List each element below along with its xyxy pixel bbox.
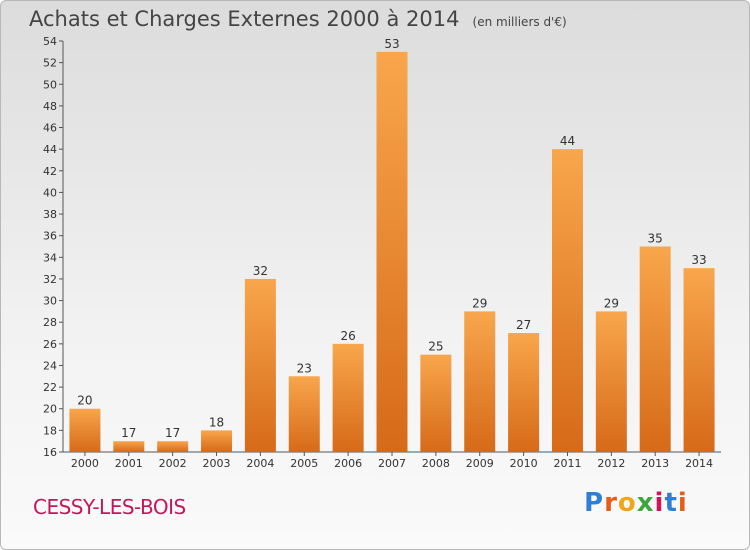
bar <box>376 51 408 452</box>
x-tick-label: 2012 <box>597 457 625 470</box>
bar <box>595 311 627 452</box>
chart-title: Achats et Charges Externes 2000 à 2014 <box>29 7 460 31</box>
y-tick-label: 50 <box>43 78 57 91</box>
x-tick-label: 2001 <box>115 457 143 470</box>
y-tick-label: 54 <box>43 35 57 48</box>
bar <box>201 430 233 452</box>
data-label: 18 <box>209 415 224 429</box>
data-label: 23 <box>297 361 312 375</box>
y-tick-label: 40 <box>43 186 57 199</box>
place-name: CESSY-LES-BOIS <box>33 495 186 519</box>
y-tick-label: 42 <box>43 165 57 178</box>
x-tick-label: 2009 <box>466 457 494 470</box>
y-tick-label: 22 <box>43 381 57 394</box>
x-tick-label: 2010 <box>510 457 538 470</box>
data-label: 17 <box>165 426 180 440</box>
bar <box>69 408 101 452</box>
chart-subtitle: (en milliers d'€) <box>472 15 567 29</box>
bar <box>464 311 496 452</box>
bar <box>244 278 276 452</box>
x-tick-label: 2004 <box>246 457 274 470</box>
y-tick-label: 30 <box>43 295 57 308</box>
y-tick-label: 48 <box>43 100 57 113</box>
bar <box>157 441 189 452</box>
data-label: 17 <box>121 426 136 440</box>
title-block: Achats et Charges Externes 2000 à 2014 (… <box>29 7 567 31</box>
data-label: 53 <box>384 37 399 51</box>
data-label: 27 <box>516 318 531 332</box>
data-label: 29 <box>472 296 487 310</box>
bar <box>551 149 583 452</box>
y-tick-label: 18 <box>43 424 57 437</box>
bar <box>508 333 540 452</box>
y-tick-label: 38 <box>43 208 57 221</box>
labels-layer: 2000 20 2001 17 2002 17 2003 18 2004 32 2005 23 2006… <box>71 37 713 470</box>
bar <box>683 268 715 452</box>
y-tick-label: 28 <box>43 316 57 329</box>
y-tick-label: 44 <box>43 143 57 156</box>
x-tick-label: 2005 <box>290 457 318 470</box>
brand-logo: Proxiti <box>584 488 688 518</box>
x-tick-label: 2007 <box>378 457 406 470</box>
y-tick-label: 24 <box>43 359 57 372</box>
y-tick-label: 32 <box>43 273 57 286</box>
y-tick-label: 52 <box>43 57 57 70</box>
y-tick-label: 34 <box>43 251 57 264</box>
y-tick-label: 36 <box>43 230 57 243</box>
x-tick-label: 2002 <box>159 457 187 470</box>
x-tick-label: 2008 <box>422 457 450 470</box>
x-tick-label: 2006 <box>334 457 362 470</box>
bars-layer <box>69 51 715 452</box>
data-label: 35 <box>648 232 663 246</box>
data-label: 44 <box>560 134 575 148</box>
data-label: 32 <box>253 264 268 278</box>
data-label: 20 <box>77 394 92 408</box>
data-label: 25 <box>428 340 443 354</box>
y-tick-label: 46 <box>43 122 57 135</box>
y-tick-label: 26 <box>43 338 57 351</box>
bar <box>288 376 320 452</box>
x-tick-label: 2013 <box>641 457 669 470</box>
x-tick-label: 2003 <box>203 457 231 470</box>
data-label: 29 <box>604 296 619 310</box>
x-tick-label: 2000 <box>71 457 99 470</box>
data-label: 26 <box>340 329 355 343</box>
x-tick-label: 2011 <box>553 457 581 470</box>
bar <box>113 441 145 452</box>
y-tick-label: 16 <box>43 446 57 459</box>
y-tick-label: 20 <box>43 403 57 416</box>
bar <box>332 343 364 452</box>
bar <box>420 354 452 452</box>
data-label: 33 <box>691 253 706 267</box>
x-tick-label: 2014 <box>685 457 713 470</box>
bar <box>639 246 671 452</box>
axis-layer: 16 18 20 22 24 26 28 30 32 34 36 38 40 42 44 46 48 50 52 54 <box>43 35 721 459</box>
